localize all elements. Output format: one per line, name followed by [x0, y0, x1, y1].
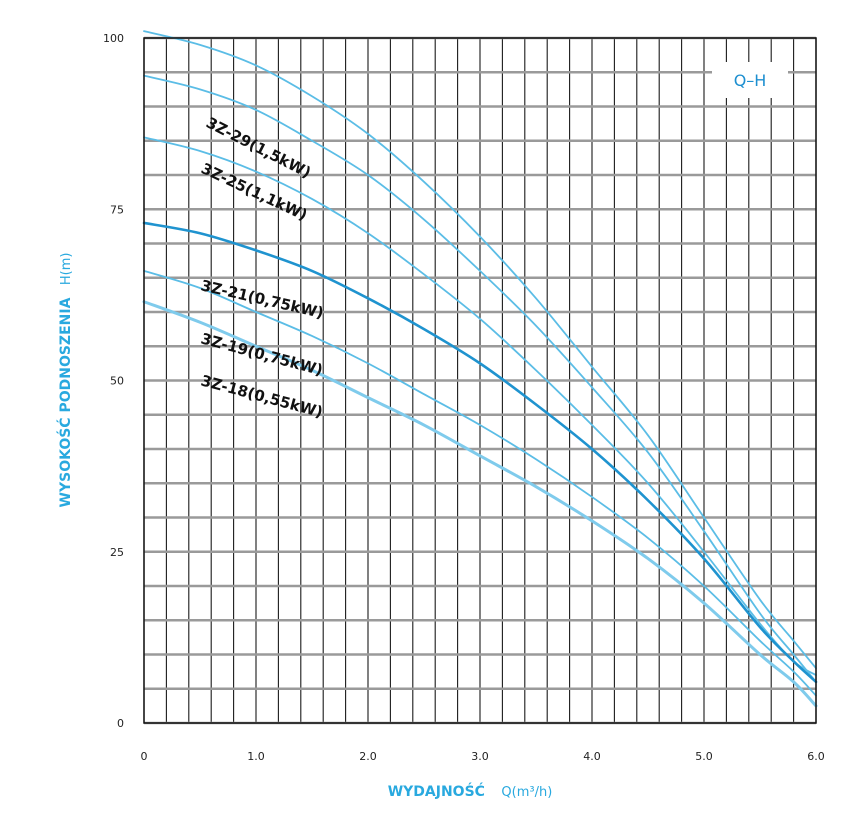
- series-line-0: [143, 30, 817, 670]
- x-axis-title: WYDAJNOŚĆ Q(m³/h): [388, 782, 553, 800]
- series-line-1: [143, 74, 817, 683]
- x-tick-label: 3.0: [471, 750, 489, 763]
- x-axis-unit: Q(m³/h): [501, 785, 552, 800]
- y-tick-label: 100: [103, 32, 124, 45]
- x-axis-label: WYDAJNOŚĆ: [388, 782, 485, 800]
- y-tick-label: 75: [110, 203, 124, 216]
- y-tick-label: 25: [110, 546, 124, 559]
- y-tick-label: 0: [117, 717, 124, 730]
- x-tick-label: 4.0: [583, 750, 601, 763]
- y-axis-label: WYSOKOŚĆ PODNOSZENIA: [56, 297, 74, 507]
- y-tick-label: 50: [110, 375, 124, 388]
- y-axis-unit: H(m): [59, 253, 74, 286]
- series-line-4: [143, 270, 817, 697]
- series-line-2: [143, 136, 817, 676]
- y-tick-labels: 0 25 50 75 100: [103, 32, 124, 730]
- x-tick-labels: 0 1.0 2.0 3.0 4.0 5.0 6.0: [141, 750, 825, 763]
- x-tick-label: 0: [141, 750, 148, 763]
- x-tick-label: 5.0: [695, 750, 713, 763]
- x-tick-label: 1.0: [247, 750, 265, 763]
- curves: [142, 30, 818, 708]
- series-line-3: [142, 221, 818, 684]
- title-box: [712, 62, 788, 98]
- plot-frame: [143, 37, 817, 724]
- series-line-5: [142, 300, 818, 708]
- x-tick-label: 2.0: [359, 750, 377, 763]
- x-tick-label: 6.0: [807, 750, 825, 763]
- y-axis-title: WYSOKOŚĆ PODNOSZENIA H(m): [56, 253, 74, 508]
- chart-title: Q–H: [734, 71, 767, 90]
- curve-label-3z-19: 3Z-19(0,75kW): [199, 329, 325, 379]
